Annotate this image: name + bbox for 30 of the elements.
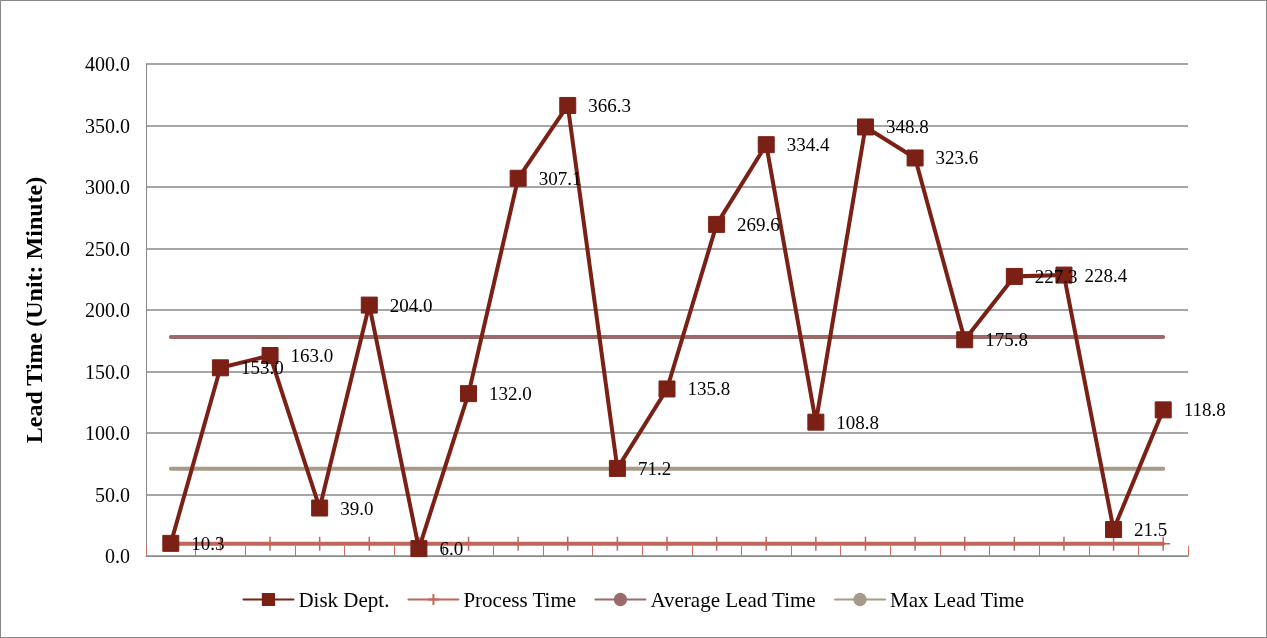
data-label: 323.6 xyxy=(935,147,979,169)
y-tick-label: 250.0 xyxy=(85,237,130,260)
y-tick-label: 350.0 xyxy=(85,114,130,137)
data-label: 163.0 xyxy=(290,345,334,367)
data-label: 10.3 xyxy=(191,532,225,554)
y-axis-title: Lead Time (Unit: Minute) xyxy=(21,176,47,444)
data-label: 118.8 xyxy=(1183,399,1226,421)
data-label: 334.4 xyxy=(786,134,830,156)
data-label: 108.8 xyxy=(836,411,880,433)
data-label: 228.4 xyxy=(1084,264,1128,286)
legend-label: Average Lead Time xyxy=(650,587,816,612)
y-tick-label: 100.0 xyxy=(85,422,130,444)
data-label: 71.2 xyxy=(637,457,672,479)
data-label: 39.0 xyxy=(340,497,374,519)
y-tick-label: 400.0 xyxy=(85,53,130,75)
data-label: 269.6 xyxy=(737,213,780,235)
y-tick-label: 300.0 xyxy=(85,176,130,198)
data-label: 204.0 xyxy=(389,294,433,316)
data-label: 135.8 xyxy=(687,378,731,400)
y-tick-label: 200.0 xyxy=(85,299,130,321)
data-label: 21.5 xyxy=(1134,519,1168,541)
legend-label: Process Time xyxy=(463,587,577,612)
y-tick-label: 50.0 xyxy=(95,483,130,506)
legend-label: Disk Dept. xyxy=(298,587,390,612)
data-label: 348.8 xyxy=(885,116,929,138)
data-label: 132.0 xyxy=(489,383,532,405)
y-tick-label: 150.0 xyxy=(85,360,130,383)
y-tick-label: 0.0 xyxy=(105,545,130,567)
legend-label: Max Lead Time xyxy=(890,587,1025,612)
data-label: 366.3 xyxy=(588,94,632,116)
